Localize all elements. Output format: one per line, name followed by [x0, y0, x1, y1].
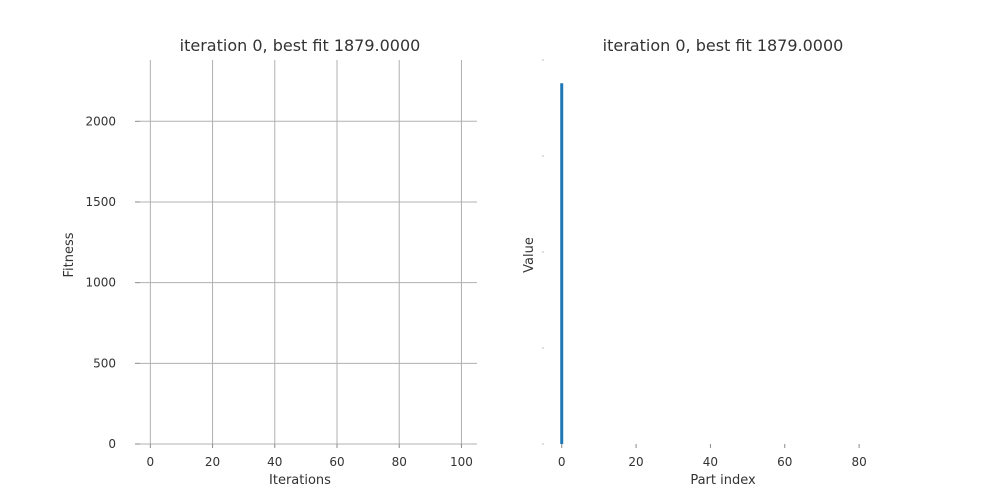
part-index-x-tick-label-20: 20: [628, 455, 643, 469]
fitness-grid: [140, 60, 477, 445]
fitness-axis-label: Fitness: [62, 232, 77, 277]
fitness-y-tick-label-1500: 1500: [85, 195, 116, 209]
iterations-axis-label: Iterations: [269, 473, 331, 488]
fitness-x-tick-label-40: 40: [267, 455, 282, 469]
fitness-x-tick-label-0: 0: [147, 455, 155, 469]
part-index-x-tick-label-60: 60: [777, 455, 792, 469]
fitness-x-tick-label-60: 60: [329, 455, 344, 469]
fitness-x-tick-label-20: 20: [205, 455, 220, 469]
part-values-ticks: 0 20 40 60 80: [542, 59, 867, 469]
part-values-title: iteration 0, best fit 1879.0000: [603, 36, 844, 55]
fitness-y-tick-label-0: 0: [108, 437, 116, 451]
part-index-x-tick-label-80: 80: [851, 455, 866, 469]
part-index-x-tick-label-0: 0: [558, 455, 566, 469]
fitness-y-tick-label-500: 500: [93, 356, 116, 370]
fitness-x-tick-label-80: 80: [392, 455, 407, 469]
fitness-y-tick-label-2000: 2000: [85, 114, 116, 128]
fitness-x-tick-label-100: 100: [450, 455, 473, 469]
value-axis-label: Value: [522, 237, 537, 273]
fitness-y-tick-label-1000: 1000: [85, 276, 116, 290]
part-index-x-tick-label-40: 40: [703, 455, 718, 469]
part-index-axis-label: Part index: [690, 473, 756, 488]
fitness-history-panel: iteration 0, best fit 1879.0000 0 20 40 60 8…: [62, 36, 477, 488]
fitness-history-title: iteration 0, best fit 1879.0000: [180, 36, 421, 55]
part-values-panel: iteration 0, best fit 1879.0000 0 20 40 60 8…: [522, 36, 867, 488]
